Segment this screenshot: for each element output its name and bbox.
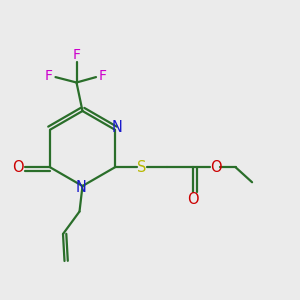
- Text: O: O: [12, 160, 24, 175]
- Text: F: F: [73, 48, 80, 62]
- Text: N: N: [112, 120, 123, 135]
- Text: O: O: [187, 192, 199, 206]
- Text: N: N: [76, 180, 86, 195]
- Text: O: O: [210, 160, 221, 175]
- Text: F: F: [99, 70, 106, 83]
- Text: S: S: [137, 160, 147, 175]
- Text: F: F: [45, 70, 53, 83]
